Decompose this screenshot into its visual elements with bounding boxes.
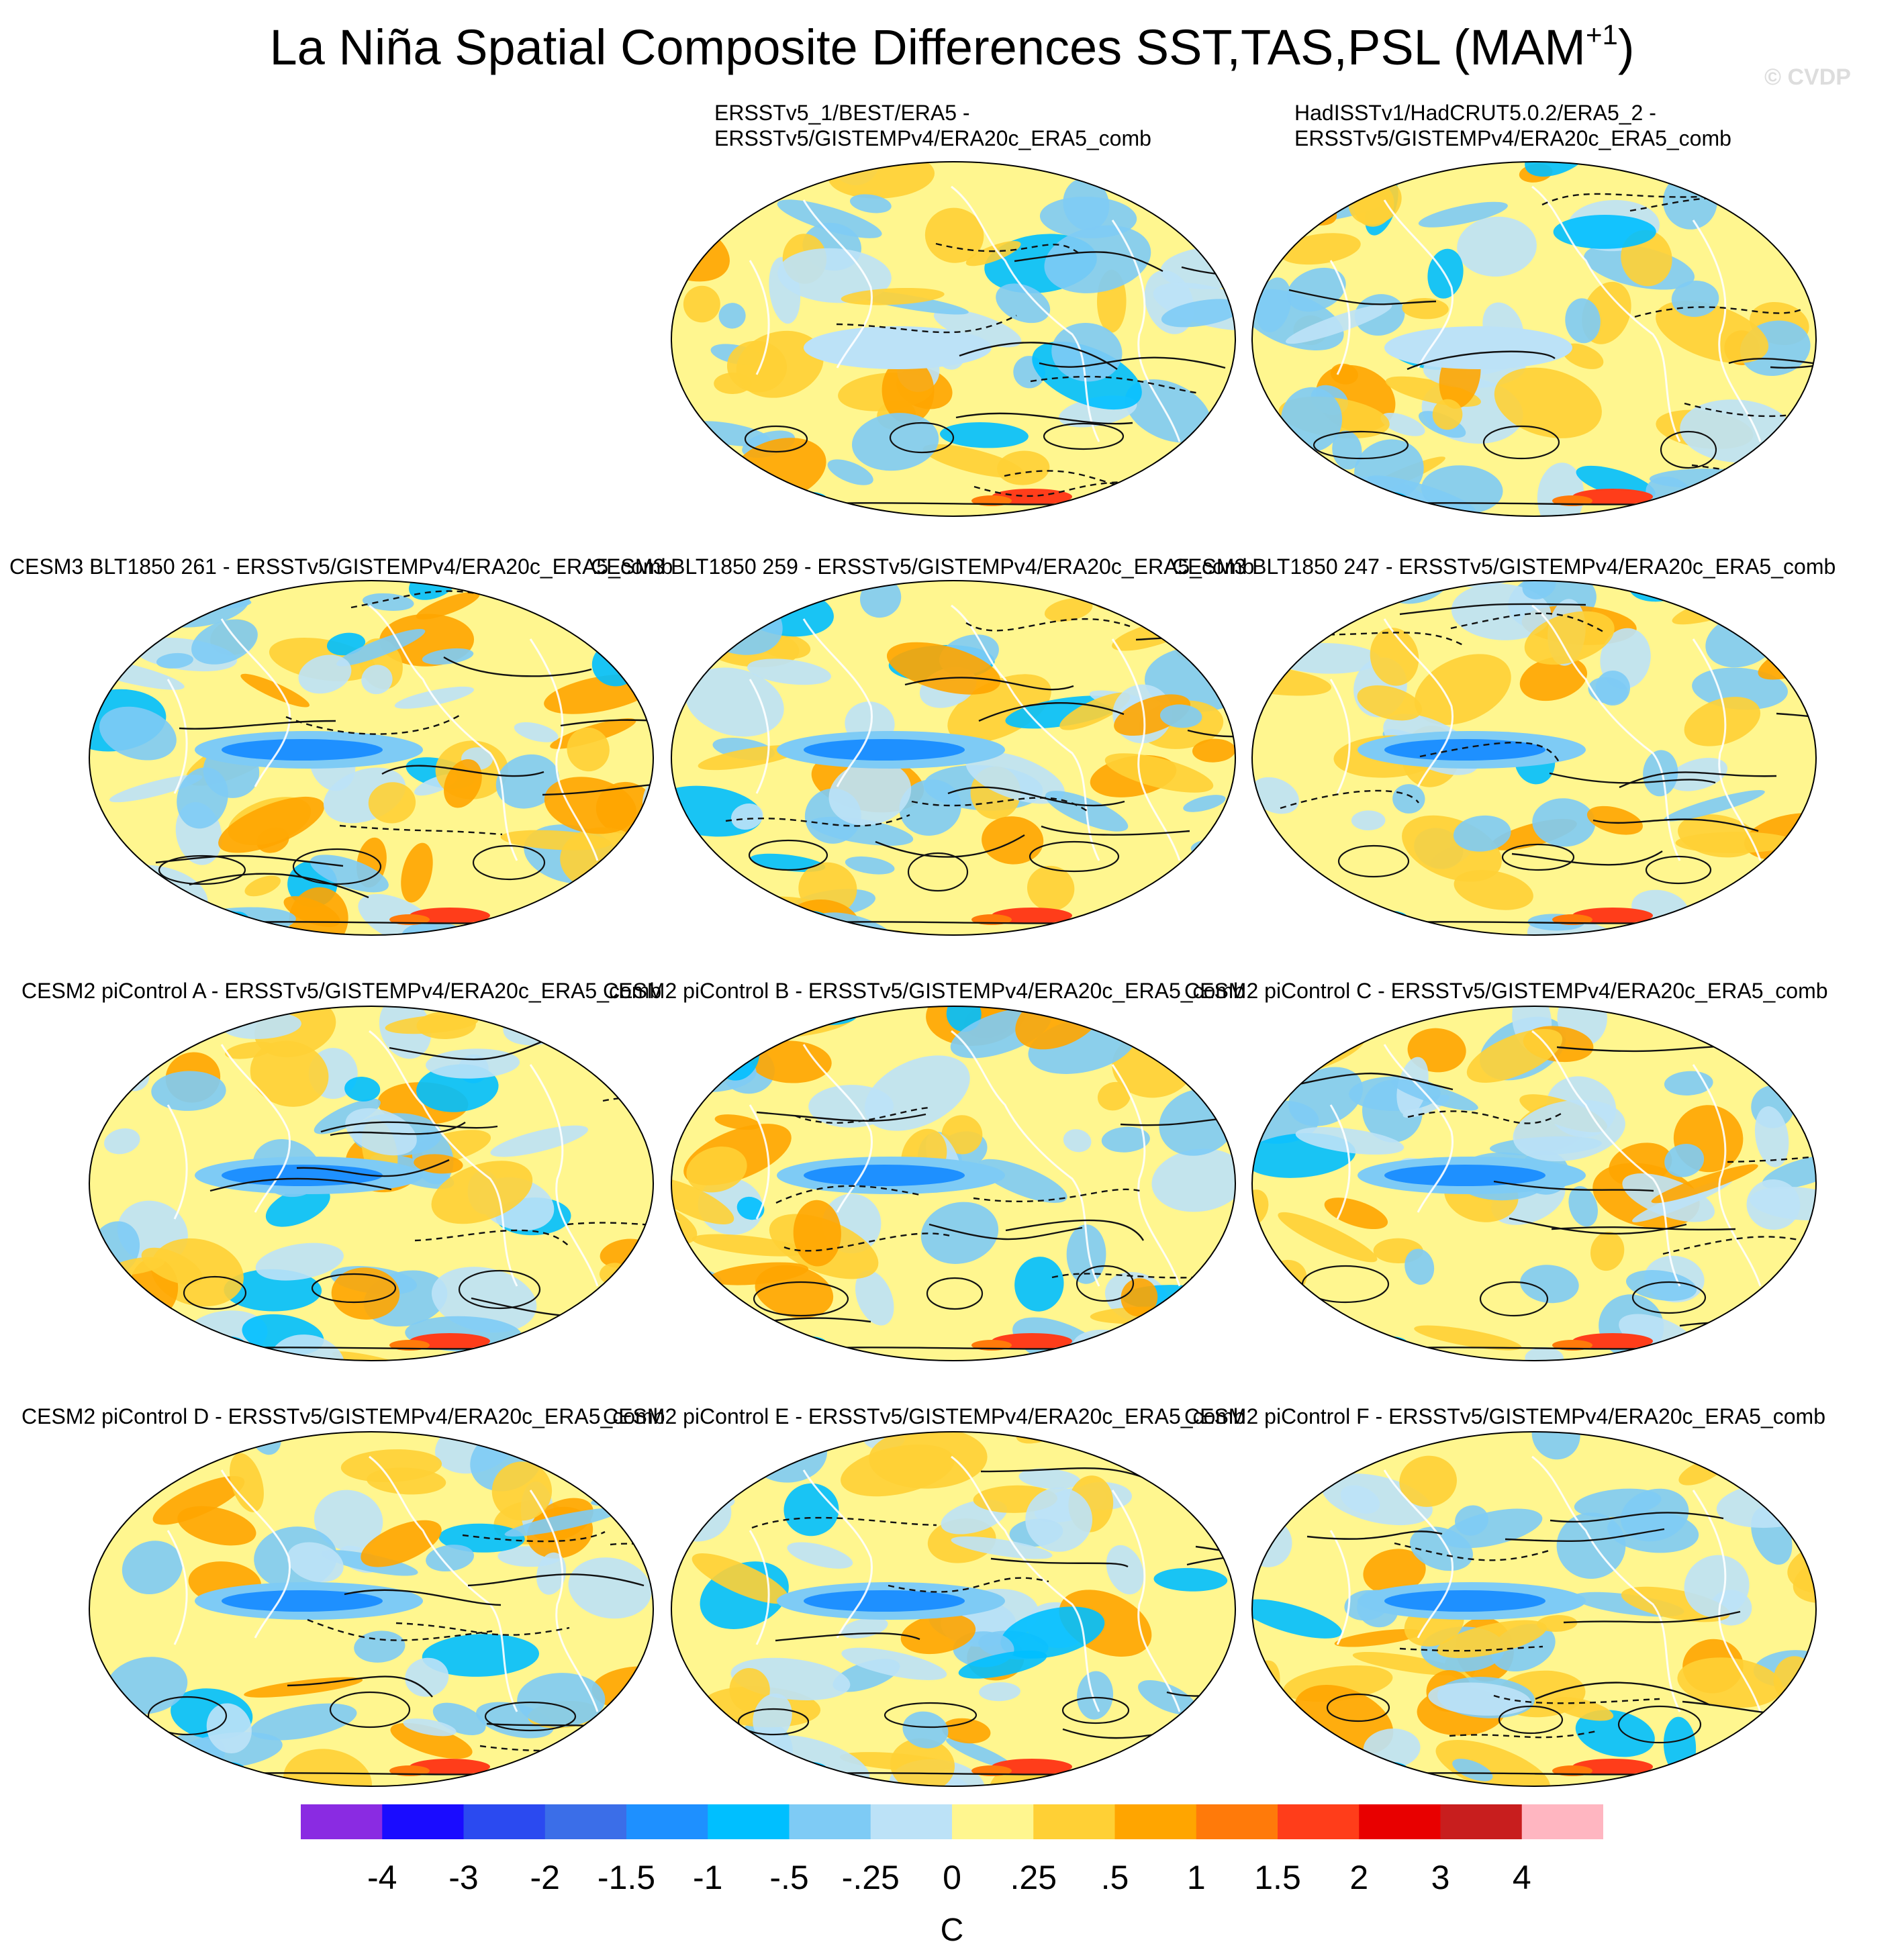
panel-title-line2: ERSSTv5/GISTEMPv4/ERA20c_ERA5_comb: [1294, 125, 1731, 152]
panel-title: CESM2 piControl F - ERSSTv5/GISTEMPv4/ER…: [1184, 1403, 1825, 1430]
colorbar-tick-label: -1: [693, 1861, 722, 1894]
colorbar-tick-label: 2: [1349, 1861, 1368, 1894]
map-cesm2-c: [1250, 1004, 1818, 1363]
colorbar-tick-label: -2: [530, 1861, 560, 1894]
colorbar-swatch: [626, 1804, 708, 1839]
figure-title-superscript: +1: [1586, 19, 1618, 50]
map-cesm2-b: [669, 1004, 1237, 1363]
figure-title: La Niña Spatial Composite Differences SS…: [0, 23, 1904, 72]
panel-title-line2: ERSSTv5/GISTEMPv4/ERA20c_ERA5_comb: [714, 125, 1151, 152]
panel-title: CESM2 piControl A - ERSSTv5/GISTEMPv4/ER…: [21, 977, 661, 1004]
panel-title: CESM3 BLT1850 247 - ERSSTv5/GISTEMPv4/ER…: [1172, 553, 1836, 580]
colorbar-tick-label: -1.5: [598, 1861, 655, 1894]
colorbar-swatch: [545, 1804, 627, 1839]
colorbar-swatch: [1441, 1804, 1523, 1839]
colorbar-tick-label: 4: [1513, 1861, 1531, 1894]
map-obs2: [1250, 160, 1818, 518]
colorbar-swatch: [464, 1804, 546, 1839]
colorbar-swatch: [871, 1804, 953, 1839]
colorbar: [301, 1804, 1603, 1839]
colorbar-tick-label: 0: [943, 1861, 961, 1894]
colorbar-swatch: [790, 1804, 871, 1839]
map-cesm2-d: [87, 1430, 655, 1788]
panel-title: CESM2 piControl D - ERSSTv5/GISTEMPv4/ER…: [21, 1403, 665, 1430]
colorbar-tick-label: -3: [448, 1861, 478, 1894]
colorbar-swatch: [382, 1804, 464, 1839]
panel-title: CESM3 BLT1850 261 - ERSSTv5/GISTEMPv4/ER…: [9, 553, 673, 580]
colorbar-swatch: [1522, 1804, 1603, 1839]
panel-title: CESM3 BLT1850 259 - ERSSTv5/GISTEMPv4/ER…: [591, 553, 1254, 580]
colorbar-tick-label: -.5: [769, 1861, 808, 1894]
colorbar-swatch: [301, 1804, 383, 1839]
colorbar-tick-label: -.25: [842, 1861, 900, 1894]
colorbar-swatch: [708, 1804, 790, 1839]
map-cesm2-f: [1250, 1430, 1818, 1788]
colorbar-swatch: [1033, 1804, 1115, 1839]
colorbar-tick-label: -4: [367, 1861, 397, 1894]
colorbar-tick-label: 1: [1187, 1861, 1206, 1894]
colorbar-tick-label: 3: [1431, 1861, 1450, 1894]
cvdp-watermark: © CVDP: [1764, 64, 1851, 91]
panel-title: ERSSTv5_1/BEST/ERA5 -: [714, 99, 970, 126]
map-cesm3-259: [669, 579, 1237, 937]
colorbar-swatch: [952, 1804, 1034, 1839]
colorbar-swatch: [1196, 1804, 1278, 1839]
figure-title-text: La Niña Spatial Composite Differences SS…: [270, 19, 1586, 75]
colorbar-units: C: [941, 1914, 964, 1947]
panel-title: HadISSTv1/HadCRUT5.0.2/ERA5_2 -: [1294, 99, 1656, 126]
map-cesm3-247: [1250, 579, 1818, 937]
colorbar-tick-label: 1.5: [1254, 1861, 1301, 1894]
map-cesm2-e: [669, 1430, 1237, 1788]
figure-title-close: ): [1618, 19, 1635, 75]
map-cesm3-261: [87, 579, 655, 937]
panel-title: CESM2 piControl C - ERSSTv5/GISTEMPv4/ER…: [1184, 977, 1828, 1004]
panel-title: CESM2 piControl E - ERSSTv5/GISTEMPv4/ER…: [603, 1403, 1245, 1430]
colorbar-swatch: [1278, 1804, 1360, 1839]
colorbar-swatch: [1359, 1804, 1441, 1839]
panel-title: CESM2 piControl B - ERSSTv5/GISTEMPv4/ER…: [603, 977, 1245, 1004]
colorbar-tick-label: .25: [1010, 1861, 1057, 1894]
colorbar-tick-label: .5: [1101, 1861, 1129, 1894]
map-obs1: [669, 160, 1237, 518]
colorbar-swatch: [1115, 1804, 1197, 1839]
map-cesm2-a: [87, 1004, 655, 1363]
